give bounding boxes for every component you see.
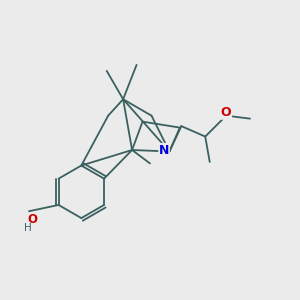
Text: O: O: [27, 213, 37, 226]
Text: H: H: [24, 223, 32, 232]
Text: O: O: [221, 106, 232, 119]
Text: N: N: [159, 143, 169, 157]
